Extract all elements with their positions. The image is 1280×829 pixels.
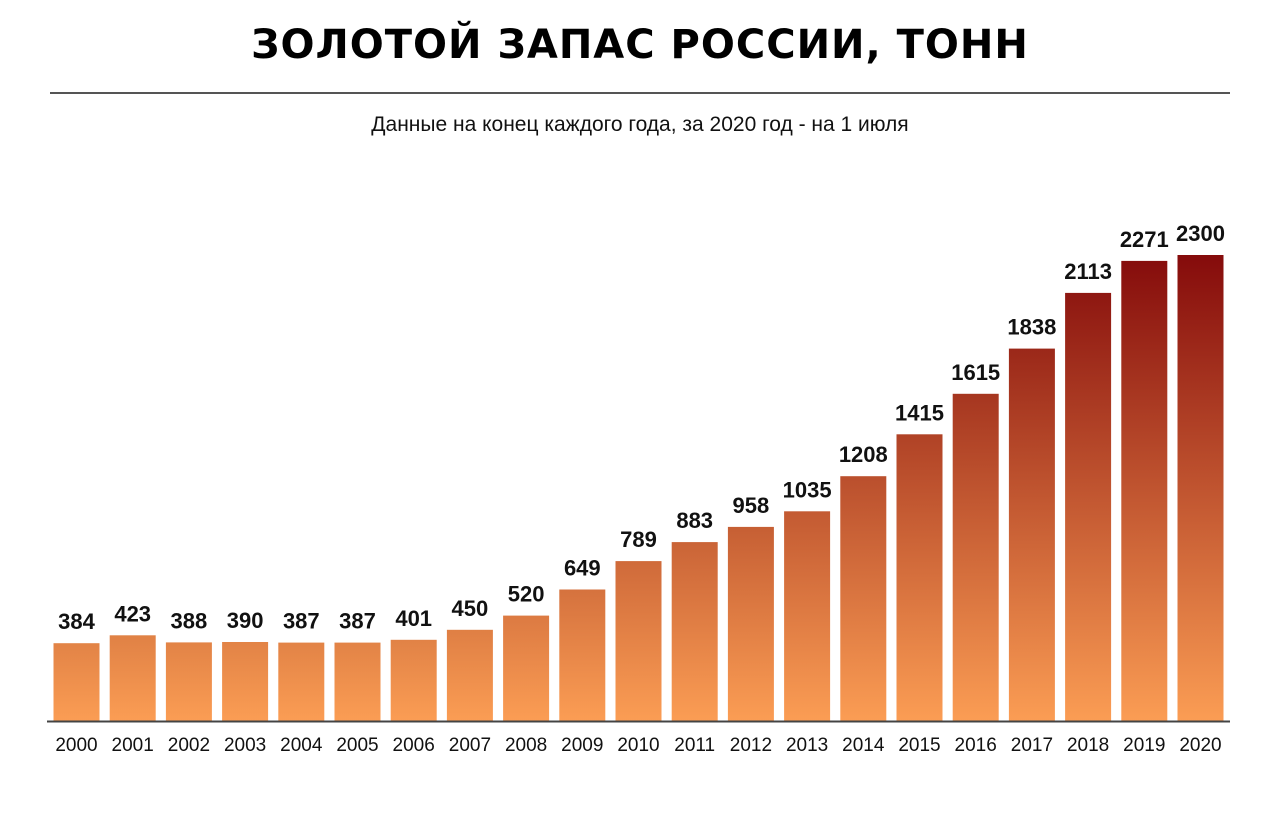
value-label-2010: 789: [620, 527, 657, 552]
tick-label-2018: 2018: [1067, 735, 1109, 756]
value-label-2007: 450: [452, 596, 489, 621]
value-label-2003: 390: [227, 608, 264, 633]
tick-label-2014: 2014: [842, 735, 885, 756]
bar-2011: [671, 542, 718, 721]
value-label-2008: 520: [508, 582, 545, 607]
tick-label-2001: 2001: [112, 735, 154, 756]
value-label-2012: 958: [733, 493, 770, 518]
bar-2009: [559, 589, 606, 721]
bar-2003: [222, 642, 269, 721]
value-label-2000: 384: [58, 609, 95, 634]
bar-2005: [334, 642, 381, 721]
value-label-2016: 1615: [951, 360, 1000, 385]
value-label-2001: 423: [114, 601, 151, 626]
bar-2002: [165, 642, 212, 721]
chart-subtitle: Данные на конец каждого года, за 2020 го…: [371, 113, 909, 136]
tick-label-2004: 2004: [280, 735, 323, 756]
bar-2000: [53, 643, 100, 721]
tick-labels-group: 2000 2001 2002 2003 2004 2005 2006 2007 2008 2009…: [55, 735, 1221, 756]
bar-2006: [390, 639, 437, 721]
value-label-2015: 1415: [895, 400, 944, 425]
value-label-2020: 2300: [1176, 221, 1225, 246]
tick-label-2016: 2016: [955, 735, 997, 756]
value-label-2009: 649: [564, 556, 601, 581]
bar-2014: [840, 476, 887, 721]
bars-group: [53, 255, 1224, 721]
bar-2013: [784, 511, 831, 721]
value-label-2013: 1035: [783, 477, 832, 502]
value-labels-group: 384 423 388 390 387 387 401 450 520 649 789 883 958 1…: [58, 221, 1225, 634]
value-label-2002: 388: [171, 608, 208, 633]
value-label-2014: 1208: [839, 442, 888, 467]
tick-label-2010: 2010: [617, 735, 659, 756]
tick-label-2012: 2012: [730, 735, 772, 756]
tick-label-2006: 2006: [393, 735, 435, 756]
bar-2018: [1065, 292, 1112, 721]
tick-label-2007: 2007: [449, 735, 491, 756]
bar-2019: [1121, 260, 1168, 721]
tick-label-2011: 2011: [674, 735, 715, 756]
tick-label-2000: 2000: [55, 735, 97, 756]
tick-label-2002: 2002: [168, 735, 210, 756]
value-label-2017: 1838: [1007, 315, 1056, 340]
tick-label-2020: 2020: [1179, 735, 1221, 756]
bar-2004: [278, 642, 325, 721]
bar-2016: [952, 393, 999, 721]
bar-2020: [1177, 255, 1224, 721]
value-label-2006: 401: [395, 606, 432, 631]
bar-2017: [1008, 348, 1055, 721]
tick-label-2008: 2008: [505, 735, 547, 756]
title-divider: [50, 92, 1230, 94]
tick-label-2019: 2019: [1123, 735, 1165, 756]
tick-label-2005: 2005: [336, 735, 378, 756]
bar-2010: [615, 561, 662, 721]
value-label-2018: 2113: [1064, 259, 1112, 284]
value-label-2004: 387: [283, 609, 320, 634]
chart-title: ЗОЛОТОЙ ЗАПАС РОССИИ, ТОНН: [251, 22, 1029, 68]
value-label-2005: 387: [339, 609, 376, 634]
tick-label-2013: 2013: [786, 735, 828, 756]
tick-label-2017: 2017: [1011, 735, 1053, 756]
bar-2007: [446, 629, 493, 721]
bar-2001: [109, 635, 156, 721]
value-label-2019: 2271: [1120, 227, 1169, 252]
tick-label-2003: 2003: [224, 735, 266, 756]
bar-2015: [896, 434, 943, 721]
bar-2008: [503, 615, 550, 721]
tick-label-2015: 2015: [898, 735, 940, 756]
tick-label-2009: 2009: [561, 735, 603, 756]
bar-2012: [727, 526, 774, 721]
value-label-2011: 883: [676, 508, 713, 533]
